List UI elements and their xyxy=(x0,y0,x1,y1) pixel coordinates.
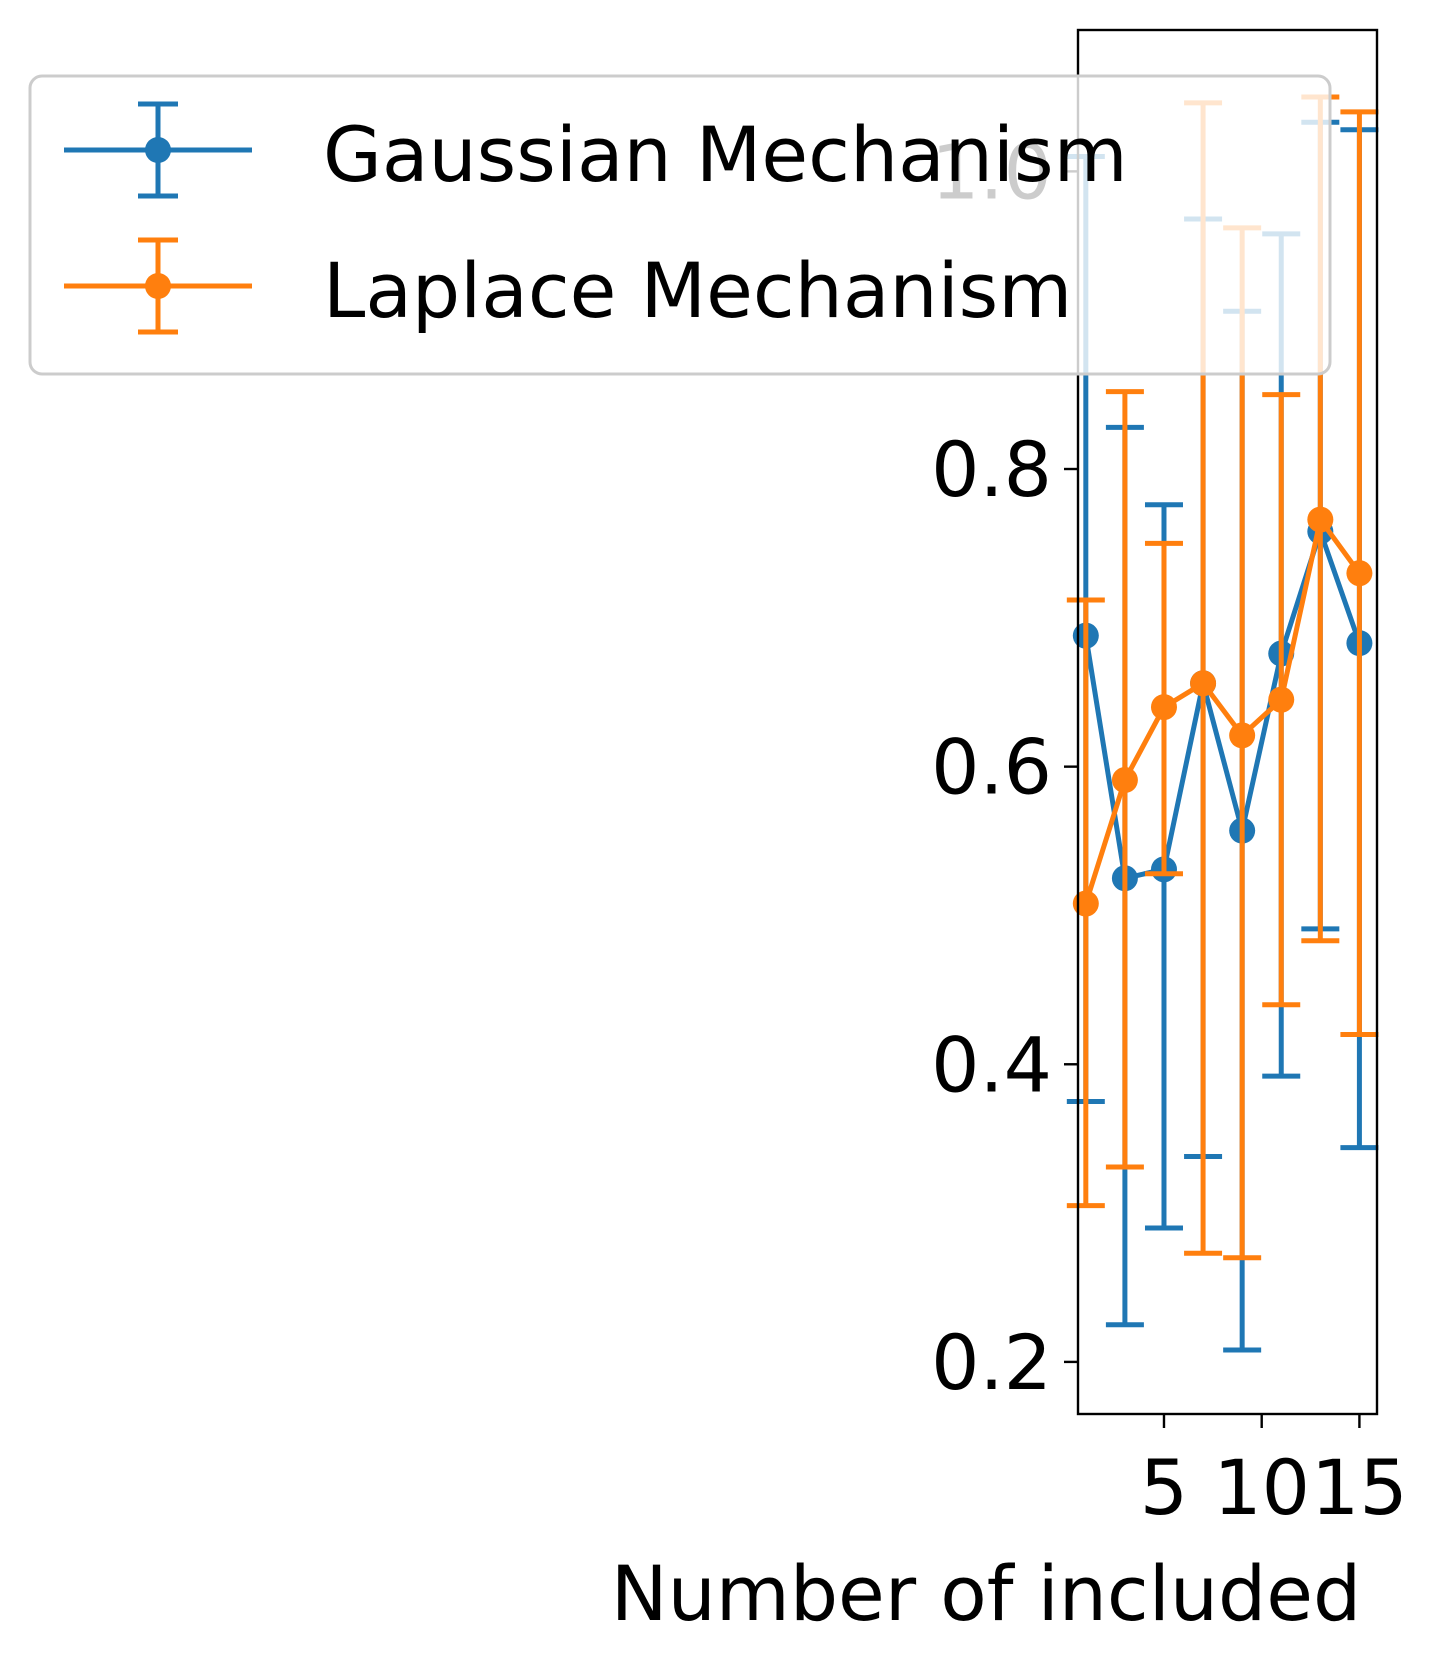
legend-label-gaussian: Gaussian Mechanism xyxy=(323,110,1128,199)
data-point xyxy=(1111,767,1138,794)
x-tick-label: 10 xyxy=(1213,1443,1310,1532)
data-point xyxy=(1268,686,1295,713)
series-line xyxy=(1083,517,1362,905)
legend-frame xyxy=(28,74,1332,376)
x-tick-label: 15 xyxy=(1311,1443,1408,1532)
series-layer xyxy=(1066,94,1379,1353)
legend-label-laplace: Laplace Mechanism xyxy=(323,246,1072,335)
x-tick-label: 5 xyxy=(1140,1443,1188,1532)
data-point xyxy=(1190,670,1217,697)
data-point xyxy=(1229,722,1256,749)
x-axis-title: Number of included xyxy=(611,1549,1361,1638)
data-point xyxy=(1346,560,1373,587)
data-point xyxy=(1072,890,1099,917)
legend-laplace-marker xyxy=(145,273,171,299)
y-tick-label: 0.6 xyxy=(931,723,1052,812)
plot-area-frame xyxy=(1076,28,1379,1416)
y-tick-label: 0.8 xyxy=(931,425,1052,514)
axis-ticks: 0.20.40.60.81.051015 xyxy=(931,127,1408,1532)
legend: Gaussian Mechanism Laplace Mechanism xyxy=(28,74,1332,376)
legend-gaussian-marker xyxy=(145,137,171,163)
data-point xyxy=(1150,694,1177,721)
y-tick-label: 0.4 xyxy=(931,1020,1052,1109)
legend-item-laplace: Laplace Mechanism xyxy=(64,237,1072,335)
data-point xyxy=(1307,506,1334,533)
y-tick-label: 0.2 xyxy=(931,1318,1052,1407)
legend-item-gaussian: Gaussian Mechanism xyxy=(64,101,1128,199)
